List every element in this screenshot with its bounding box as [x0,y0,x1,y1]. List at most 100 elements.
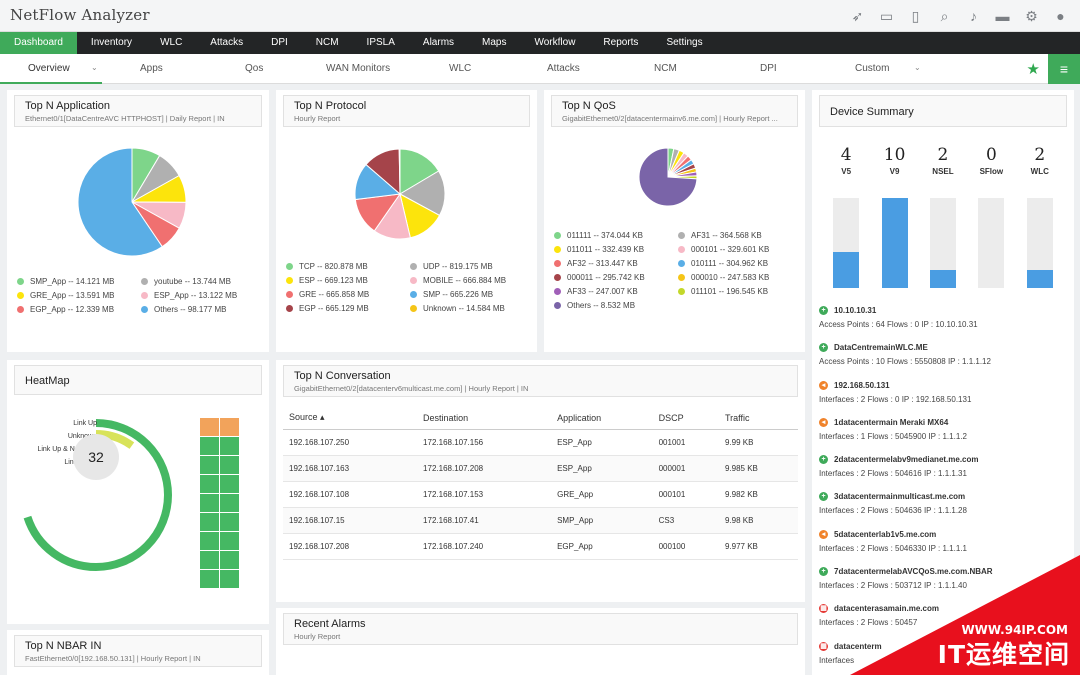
device-name[interactable]: datacenterm [834,641,882,651]
device-name-row[interactable]: + DataCentremainWLC.ME [819,343,1070,353]
star-icon[interactable]: ★ [1026,61,1040,78]
legend-item[interactable]: AF31 -- 364.568 KB [678,231,794,240]
legend-item[interactable]: Others -- 98.177 MB [141,305,257,314]
table-row[interactable]: 192.168.107.108 172.168.107.153 GRE_App 000… [283,481,798,508]
device-name[interactable]: DataCentremainWLC.ME [834,343,928,353]
nav-reports[interactable]: Reports [603,37,639,48]
heatmap-cell[interactable] [200,456,219,474]
monitor-icon[interactable]: ▭ [879,7,894,24]
device-name-row[interactable]: ◂ 1datacentermain Meraki MX64 [819,417,1070,427]
subtab-qos[interactable]: Qos [245,63,264,74]
legend-item[interactable]: SMP_App -- 14.121 MB [17,277,133,286]
device-name-row[interactable]: +2datacentermelabv9medianet.me.com [819,455,1070,465]
device-name[interactable]: 3datacentermainmulticast.me.com [834,492,966,502]
filter-menu-button[interactable]: ≡ [1048,54,1080,84]
bell-icon[interactable]: ♪ [970,8,977,24]
device-list-item[interactable]: +10.10.10.31 Access Points : 64 Flows : 0… [819,306,1070,343]
heatmap-cell[interactable] [200,570,219,588]
nav-ipsla[interactable]: IPSLA [366,37,395,48]
device-name[interactable]: 5datacenterlab1v5.me.com [834,529,937,539]
table-row[interactable]: 192.168.107.250 172.168.107.156 ESP_App 001… [283,429,798,456]
subtab-overview[interactable]: Overview [0,54,102,84]
subtab-wlc[interactable]: WLC [449,63,472,74]
subtab-apps[interactable]: Apps [140,63,163,74]
mobile-icon[interactable]: ▯ [911,7,920,24]
device-name-row[interactable]: ◂ 5datacenterlab1v5.me.com [819,529,1070,539]
nav-alarms[interactable]: Alarms [422,37,455,48]
subtab-custom[interactable]: Custom [855,63,890,74]
legend-item[interactable]: GRE -- 665.858 MB [286,290,402,299]
rocket-icon[interactable]: ➶ [851,7,864,24]
pie-slice-udp[interactable] [398,170,446,217]
device-bar-nsel[interactable] [929,198,956,288]
legend-item[interactable]: MOBILE -- 666.884 MB [410,276,526,285]
nav-wlc[interactable]: WLC [160,37,183,48]
heatmap-cell[interactable] [200,418,219,436]
subtab-ncm[interactable]: NCM [654,63,677,74]
device-name-row[interactable]: +3datacentermainmulticast.me.com [819,492,1070,502]
device-name-row[interactable]: ▦ datacenterm [819,641,1070,651]
device-name-row[interactable]: +10.10.10.31 [819,306,1070,315]
legend-item[interactable]: youtube -- 13.744 MB [141,277,257,286]
device-name[interactable]: 1datacentermain Meraki MX64 [834,417,949,427]
heatmap-cell[interactable] [200,513,219,531]
device-name-row[interactable]: +7datacentermelabAVCQoS.me.com.NBAR [819,567,1070,577]
device-list-item[interactable]: +2datacentermelabv9medianet.me.com Interf… [819,455,1070,492]
column-header-dscp[interactable]: DSCP [652,407,719,430]
heatmap-cell[interactable] [200,437,219,455]
device-list-item[interactable]: +7datacentermelabAVCQoS.me.com.NBAR Inter… [819,567,1070,604]
legend-item[interactable]: 011111 -- 374.044 KB [554,231,670,240]
legend-item[interactable]: EGP -- 665.129 MB [286,304,402,313]
column-header-destination[interactable]: Destination [417,407,552,430]
heatmap-cell[interactable] [200,475,219,493]
nav-settings[interactable]: Settings [666,37,703,48]
legend-item[interactable]: 000010 -- 247.583 KB [678,273,794,282]
legend-item[interactable]: EGP_App -- 12.339 MB [17,305,133,314]
device-list-item[interactable]: + DataCentremainWLC.ME Access Points : 10 … [819,343,1070,380]
device-list-item[interactable]: ◂ 192.168.50.131 Interfaces : 2 Flows : 0 … [819,380,1070,418]
device-name[interactable]: 7datacentermelabAVCQoS.me.com.NBAR [834,567,993,577]
heatmap-cell[interactable] [220,418,239,436]
chevron-down-icon[interactable]: ⌄ [91,63,98,72]
table-row[interactable]: 192.168.107.208 172.168.107.240 EGP_App 000… [283,533,798,560]
device-count-nsel[interactable]: 2 NSEL [923,145,963,176]
pie-slice-tcp[interactable] [399,148,440,195]
heatmap-cell[interactable] [220,513,239,531]
user-avatar-icon[interactable]: ● [1056,8,1065,24]
device-name[interactable]: 2datacentermelabv9medianet.me.com [834,455,979,465]
device-bar-wlc[interactable] [1026,198,1053,288]
legend-item[interactable]: GRE_App -- 13.591 MB [17,291,133,300]
device-name[interactable]: 10.10.10.31 [834,306,877,315]
legend-item[interactable]: 011011 -- 332.439 KB [554,245,670,254]
device-name[interactable]: datacenterasamain.me.com [834,604,939,614]
legend-item[interactable]: UDP -- 819.175 MB [410,262,526,271]
heatmap-cell[interactable] [220,456,239,474]
heatmap-cell[interactable] [220,570,239,588]
table-row[interactable]: 192.168.107.163 172.168.107.208 ESP_App 000… [283,455,798,482]
device-bar-v5[interactable] [833,198,860,288]
column-header-source[interactable]: Source ▴ [283,407,418,430]
device-name-row[interactable]: ◂ 192.168.50.131 [819,380,1070,390]
legend-item[interactable]: SMP -- 665.226 MB [410,290,526,299]
device-list-item[interactable]: ◂ 1datacentermain Meraki MX64 Interfaces :… [819,417,1070,455]
pie-slice-others[interactable] [638,147,698,207]
device-list-item[interactable]: ▦ datacenterm Interfaces [819,641,1070,675]
nav-maps[interactable]: Maps [482,37,507,48]
legend-item[interactable]: ESP -- 669.123 MB [286,276,402,285]
heatmap-cell[interactable] [200,551,219,569]
table-row[interactable]: 192.168.107.15 172.168.107.41 SMP_App CS3 9.… [283,507,798,534]
legend-item[interactable]: 000011 -- 295.742 KB [554,273,670,282]
pie-chart-protocol[interactable] [354,148,446,240]
device-count-v9[interactable]: 10 V9 [875,145,915,176]
heatmap-cell[interactable] [200,494,219,512]
nav-dpi[interactable]: DPI [271,37,288,48]
heatmap-cell[interactable] [200,532,219,550]
legend-item[interactable]: AF32 -- 313.447 KB [554,259,670,268]
search-icon[interactable]: ⌕ [940,7,949,24]
column-header-traffic[interactable]: Traffic [718,407,798,430]
device-list-item[interactable]: ▦ datacenterasamain.me.com Interfaces : 2 … [819,604,1070,641]
legend-item[interactable]: TCP -- 820.878 MB [286,262,402,271]
pie-chart-qos[interactable] [638,147,698,207]
device-bar-v9[interactable] [881,198,908,288]
device-list-item[interactable]: +3datacentermainmulticast.me.com Interfac… [819,492,1070,529]
